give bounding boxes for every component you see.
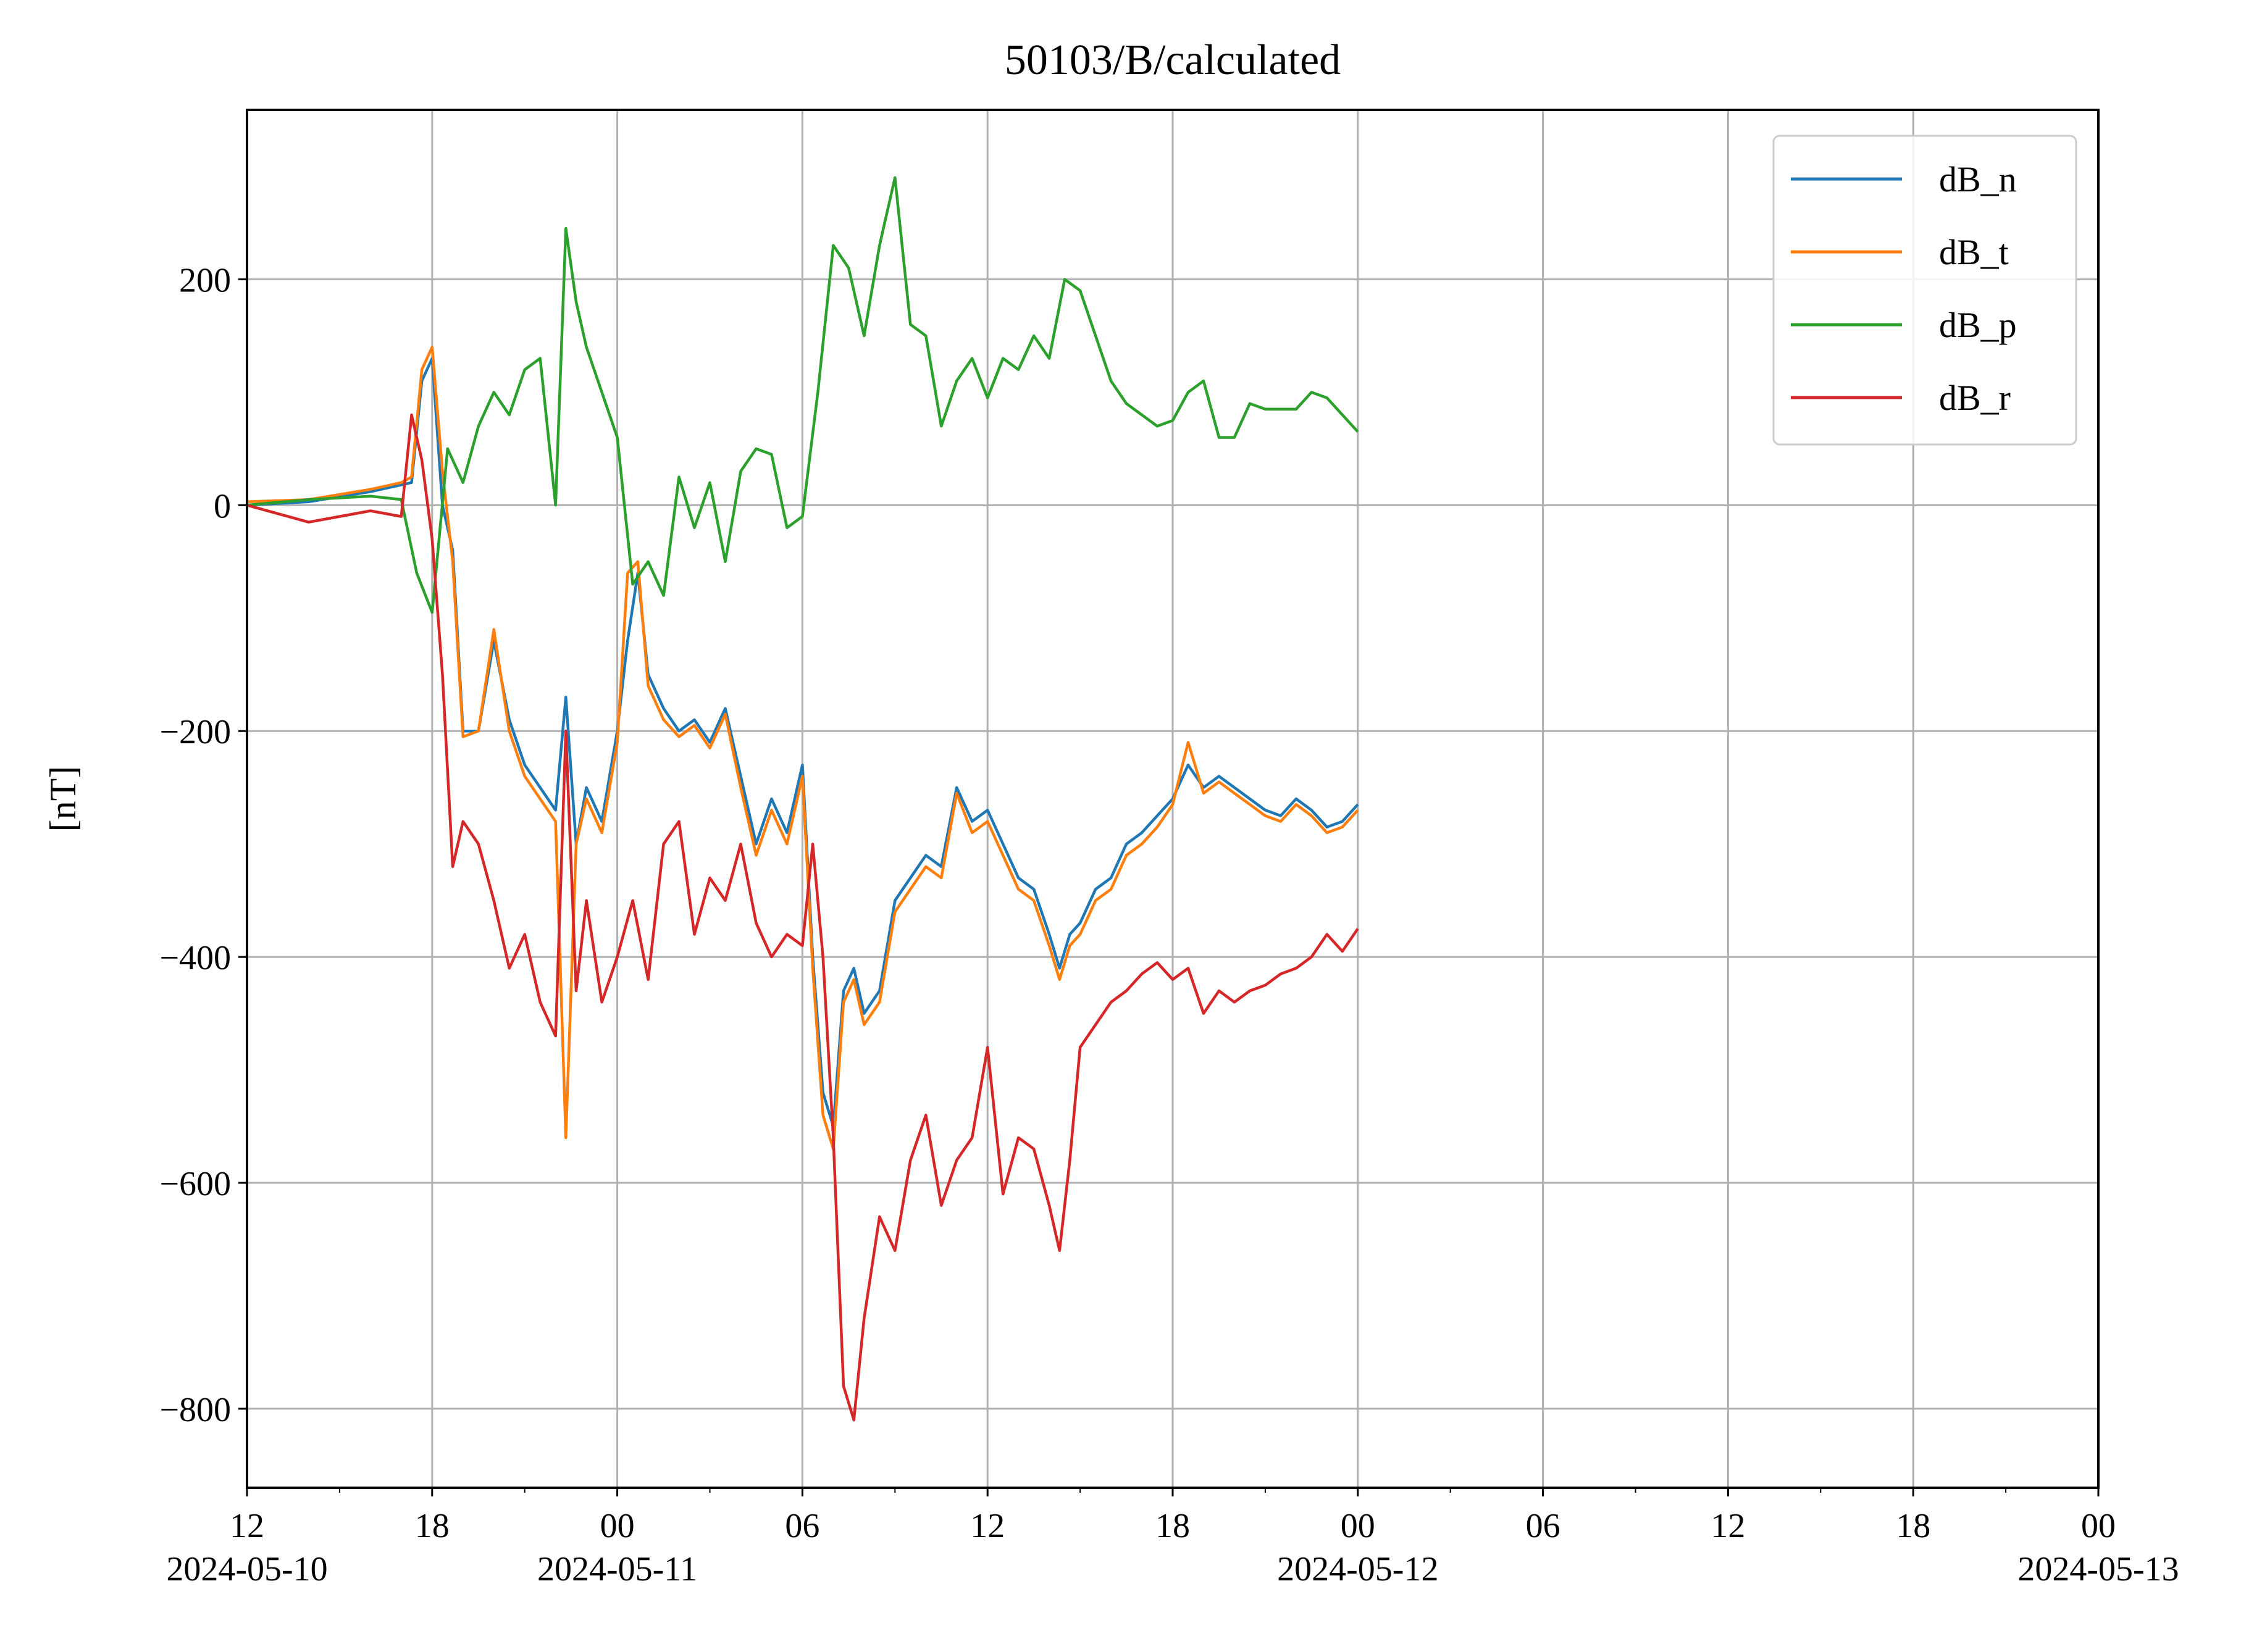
x-tick-label: 12 bbox=[970, 1507, 1005, 1545]
legend-label: dB_r bbox=[1939, 378, 2011, 418]
x-tick-label: 18 bbox=[1155, 1507, 1190, 1545]
x-axis: 12 2024-05-10 18 00 2024-05-11 06 12 18 00 2024-0… bbox=[166, 1488, 2179, 1588]
x-tick-label: 00 bbox=[2081, 1507, 2116, 1545]
x-tick-label: 12 bbox=[1711, 1507, 1745, 1545]
x-date-label: 2024-05-11 bbox=[537, 1550, 697, 1588]
y-tick-label: −600 bbox=[159, 1165, 231, 1203]
x-date-label: 2024-05-12 bbox=[1277, 1550, 1438, 1588]
y-tick-label: −400 bbox=[159, 939, 231, 977]
y-tick-label: 0 bbox=[214, 487, 231, 525]
legend-label: dB_p bbox=[1939, 305, 2017, 345]
y-axis: 200 0 −200 −400 −600 −800 bbox=[159, 261, 247, 1429]
x-tick-label: 00 bbox=[600, 1507, 635, 1545]
x-tick-label: 00 bbox=[1341, 1507, 1375, 1545]
y-tick-label: −800 bbox=[159, 1391, 231, 1429]
y-axis-label: [nT] bbox=[43, 766, 83, 832]
series-layer bbox=[246, 176, 1359, 1422]
chart-title: 50103/B/calculated bbox=[1005, 36, 1341, 84]
y-tick-label: −200 bbox=[159, 713, 231, 751]
x-date-label: 2024-05-13 bbox=[2017, 1550, 2179, 1588]
x-tick-label: 06 bbox=[1526, 1507, 1560, 1545]
y-tick-label: 200 bbox=[179, 261, 231, 299]
x-tick-label: 18 bbox=[415, 1507, 450, 1545]
x-date-label: 2024-05-10 bbox=[166, 1550, 327, 1588]
x-tick-label: 06 bbox=[785, 1507, 819, 1545]
x-tick-label: 18 bbox=[1896, 1507, 1930, 1545]
legend-label: dB_n bbox=[1939, 159, 2017, 199]
legend-label: dB_t bbox=[1939, 232, 2009, 272]
legend: dB_n dB_t dB_p dB_r bbox=[1772, 135, 2077, 446]
legend-box bbox=[1772, 135, 2077, 446]
x-tick-label: 12 bbox=[230, 1507, 264, 1545]
series-line-dB-r bbox=[246, 413, 1359, 1422]
series-line-dB-p bbox=[246, 176, 1359, 614]
